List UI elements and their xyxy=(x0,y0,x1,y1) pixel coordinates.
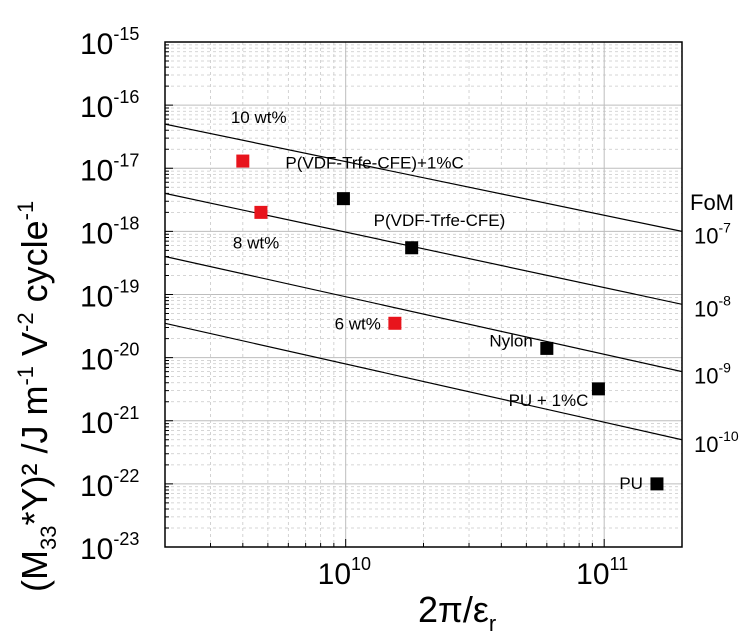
fom-line xyxy=(164,322,683,441)
y-tick-label: 10-19 xyxy=(80,277,139,314)
fom-label: 10-8 xyxy=(694,292,731,321)
fom-label: 10-7 xyxy=(694,219,731,248)
y-tick-label: 10-20 xyxy=(80,340,139,377)
fom-line xyxy=(164,123,683,232)
y-tick-label: 10-18 xyxy=(80,213,139,250)
y-tick-label: 10-15 xyxy=(80,24,139,61)
data-point xyxy=(650,477,664,491)
data-point xyxy=(591,382,605,396)
x-tick-label: 1011 xyxy=(576,554,628,591)
fom-label: 10-10 xyxy=(694,428,739,457)
point-label: PU + 1%C xyxy=(509,391,589,410)
data-point xyxy=(388,316,402,330)
axis-ticks xyxy=(164,44,683,548)
x-tick-label: 1010 xyxy=(318,554,371,591)
data-point xyxy=(405,241,419,255)
data-point xyxy=(540,341,554,355)
point-label: PU xyxy=(619,474,643,493)
y-tick-labels: 10-15 10-16 10-17 10-18 10-19 10-20 10-21 10-22… xyxy=(80,24,139,566)
point-labels: 10 wt% 8 wt% 6 wt% P(VDF-Trfe-CFE)+1%C P(VDF… xyxy=(231,108,643,493)
y-tick-label: 10-23 xyxy=(80,529,139,566)
point-label: 8 wt% xyxy=(233,233,279,252)
point-label: 6 wt% xyxy=(335,314,381,333)
fom-line xyxy=(164,255,683,373)
point-label: 10 wt% xyxy=(231,108,287,127)
point-label: P(VDF-Trfe-CFE)+1%C xyxy=(285,154,463,173)
point-label: Nylon xyxy=(489,331,532,350)
data-point xyxy=(254,205,268,219)
fom-labels: 10-7 10-8 10-9 10-10 xyxy=(694,219,739,456)
point-label: P(VDF-Trfe-CFE) xyxy=(374,211,506,230)
data-points xyxy=(236,154,664,491)
fom-label: 10-9 xyxy=(694,360,731,389)
grid xyxy=(164,42,683,548)
fom-line xyxy=(164,192,683,305)
y-tick-label: 10-21 xyxy=(80,403,139,440)
data-point xyxy=(336,192,350,206)
y-axis-label: (M33*Y)² /J m-1 V-2 cycle-1 xyxy=(13,201,61,592)
y-tick-label: 10-17 xyxy=(80,150,139,187)
data-point xyxy=(236,154,250,168)
fom-title: FoM xyxy=(690,190,734,215)
y-tick-label: 10-22 xyxy=(80,466,139,503)
x-tick-labels: 1010 1011 xyxy=(318,554,629,591)
fom-lines xyxy=(164,123,683,441)
y-tick-label: 10-16 xyxy=(80,87,139,124)
x-axis-label: 2π/εr xyxy=(418,589,496,636)
